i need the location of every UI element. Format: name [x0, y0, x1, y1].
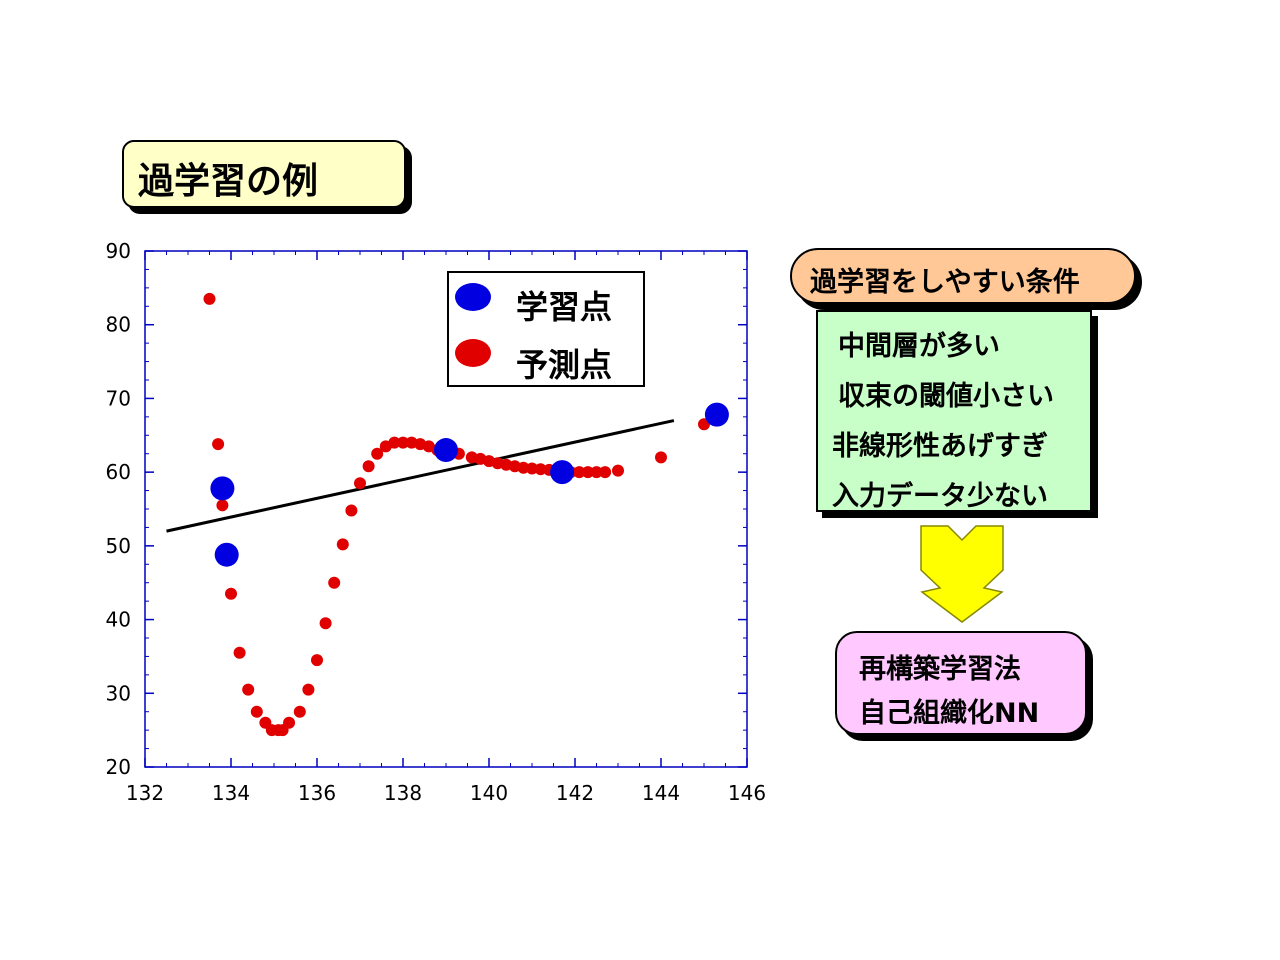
prediction-point — [212, 438, 225, 451]
legend-marker-prediction — [455, 339, 491, 367]
prediction-point — [233, 646, 246, 659]
condition-item: 収束の閾値小さい — [838, 381, 1054, 412]
legend-label-training: 学習点 — [516, 288, 612, 326]
chart-layer: 132 134 136 138 140 142 144 146 20 30 40 50 60 70 80 90… — [106, 239, 767, 805]
prediction-point — [362, 460, 375, 473]
conditions-heading: 過学習をしやすい条件 — [810, 267, 1080, 298]
prediction-point — [225, 587, 237, 600]
legend-marker-training — [455, 283, 491, 311]
y-tick-label: 50 — [106, 534, 131, 558]
prediction-point — [311, 654, 323, 667]
prediction-point — [388, 436, 401, 449]
prediction-point — [573, 466, 586, 479]
y-tick-label: 90 — [106, 239, 131, 263]
legend-label-prediction: 予測点 — [516, 346, 612, 384]
x-tick-label: 138 — [384, 781, 422, 805]
y-tick-label: 40 — [106, 608, 131, 632]
training-point — [214, 542, 239, 567]
x-tick-label: 140 — [470, 781, 508, 805]
prediction-point — [655, 451, 667, 464]
x-tick-label: 142 — [556, 781, 594, 805]
page-title: 過学習の例 — [138, 161, 319, 202]
title-box: 過学習の例 — [122, 140, 406, 208]
method-item: 再構築学習法 — [859, 654, 1021, 685]
x-tick-label: 132 — [126, 781, 164, 805]
x-tick-label: 144 — [642, 781, 680, 805]
condition-item: 非線形性あげすぎ — [832, 431, 1048, 462]
training-point — [210, 476, 235, 501]
training-point — [550, 460, 575, 485]
prediction-point — [203, 292, 216, 305]
prediction-point — [216, 499, 229, 512]
prediction-point — [336, 538, 349, 551]
prediction-point — [371, 447, 384, 460]
y-tick-label: 20 — [106, 755, 131, 779]
prediction-point — [612, 464, 624, 477]
y-tick-label: 60 — [106, 460, 131, 484]
trend-line — [166, 419, 675, 533]
prediction-point — [534, 463, 547, 476]
x-tick-label: 134 — [212, 781, 250, 805]
prediction-point — [293, 705, 306, 718]
prediction-point — [397, 436, 409, 449]
prediction-point — [354, 477, 366, 490]
y-tick-label: 80 — [106, 313, 131, 337]
training-point — [704, 402, 729, 427]
condition-item: 中間層が多い — [838, 331, 1000, 362]
x-tick-label: 136 — [298, 781, 336, 805]
y-tick-label: 70 — [106, 386, 131, 410]
conditions-list: 中間層が多い 収束の閾値小さい 非線形性あげすぎ 入力データ少ない — [816, 310, 1092, 512]
method-item: 自己組織化NN — [859, 698, 1040, 729]
prediction-point — [319, 617, 332, 630]
prediction-point — [581, 466, 594, 479]
condition-item: 入力データ少ない — [832, 481, 1048, 512]
prediction-point — [590, 466, 603, 479]
prediction-point — [250, 705, 263, 718]
prediction-point — [517, 461, 530, 474]
prediction-point — [242, 683, 255, 696]
prediction-point — [283, 716, 296, 729]
prediction-point — [526, 462, 538, 475]
prediction-point — [328, 576, 341, 589]
conditions-heading-box: 過学習をしやすい条件 — [790, 248, 1136, 304]
x-tick-label: 146 — [728, 781, 766, 805]
methods-box: 再構築学習法 自己組織化NN — [835, 631, 1087, 735]
y-tick-label: 30 — [106, 681, 131, 705]
training-point — [434, 438, 458, 463]
prediction-point — [599, 466, 612, 479]
prediction-point — [345, 504, 358, 517]
prediction-point — [302, 683, 315, 696]
down-arrow-shape — [920, 525, 1004, 623]
